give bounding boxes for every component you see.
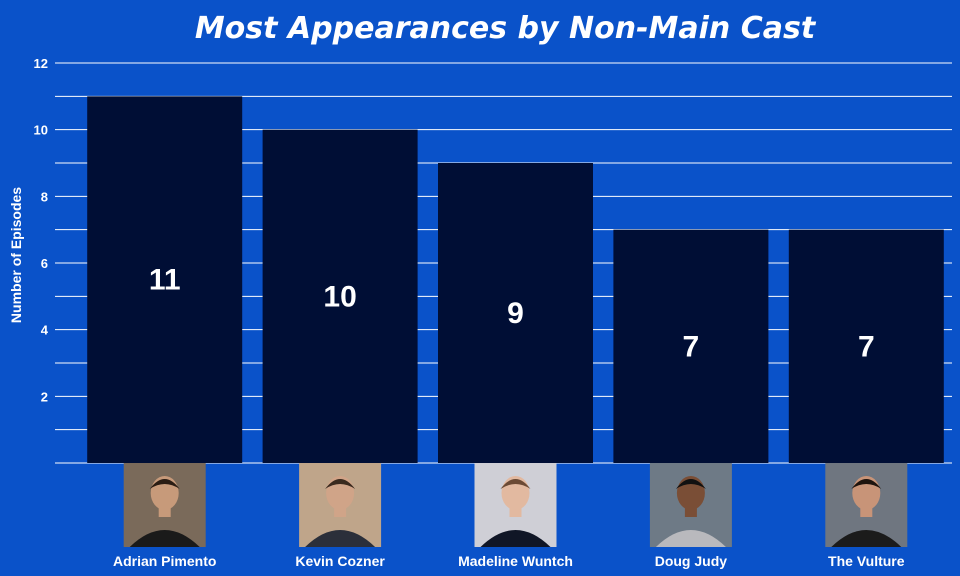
bars: 11 10 9 7 7 xyxy=(87,96,944,463)
photo-doug-judy xyxy=(649,463,732,547)
y-axis-label: Number of Episodes xyxy=(8,187,24,323)
y-tick-label: 10 xyxy=(34,123,48,138)
bar xyxy=(438,163,593,463)
y-tick-label: 8 xyxy=(41,189,48,204)
bar xyxy=(788,229,944,463)
photo-madeline-wuntch xyxy=(474,463,557,547)
category-photos xyxy=(123,463,908,547)
x-category-label: Kevin Cozner xyxy=(295,553,385,569)
bar xyxy=(262,129,418,463)
chart-title: Most Appearances by Non-Main Cast xyxy=(195,11,817,46)
x-category-label: Madeline Wuntch xyxy=(458,553,573,569)
x-category-label: Doug Judy xyxy=(655,553,728,569)
photo-kevin-cozner xyxy=(299,463,382,547)
bar-value-label: 9 xyxy=(507,297,524,330)
photo-the-vulture xyxy=(825,463,908,547)
bar-value-label: 11 xyxy=(149,264,181,297)
x-category-label: Adrian Pimento xyxy=(113,553,216,569)
bar xyxy=(87,96,243,463)
y-tick-label: 12 xyxy=(34,56,48,71)
bar-value-label: 7 xyxy=(683,330,700,363)
bar-value-label: 10 xyxy=(323,280,356,313)
y-tick-label: 2 xyxy=(41,389,48,404)
y-axis-ticks: 2 4 6 8 10 12 xyxy=(34,56,49,404)
y-tick-label: 6 xyxy=(41,256,48,271)
x-axis-labels: Adrian Pimento Kevin Cozner Madeline Wuntc… xyxy=(113,553,905,569)
bar xyxy=(613,229,769,463)
bar-value-label: 7 xyxy=(858,330,875,363)
x-category-label: The Vulture xyxy=(828,553,905,569)
y-tick-label: 4 xyxy=(41,323,49,338)
photo-adrian-pimento xyxy=(123,463,206,547)
